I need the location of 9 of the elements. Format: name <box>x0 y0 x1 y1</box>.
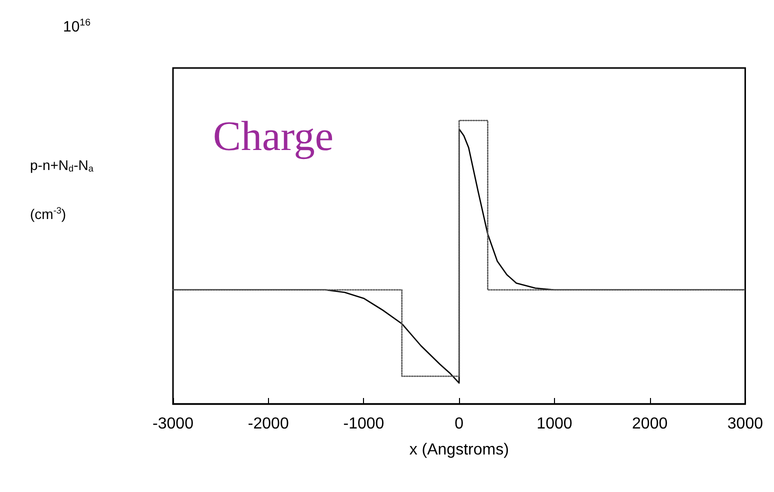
x-tick-label: -2000 <box>248 416 289 432</box>
x-tick-label: 1000 <box>536 416 572 432</box>
x-tick-label: 3000 <box>727 416 764 432</box>
annotation: Charge <box>213 114 334 160</box>
x-tick-label: 0 <box>454 416 464 432</box>
x-tick-label: -3000 <box>152 416 194 432</box>
x-tick-label: -1000 <box>343 416 384 432</box>
x-tick-label: 2000 <box>632 416 668 432</box>
x-axis-title: x (Angstroms) <box>409 442 509 458</box>
